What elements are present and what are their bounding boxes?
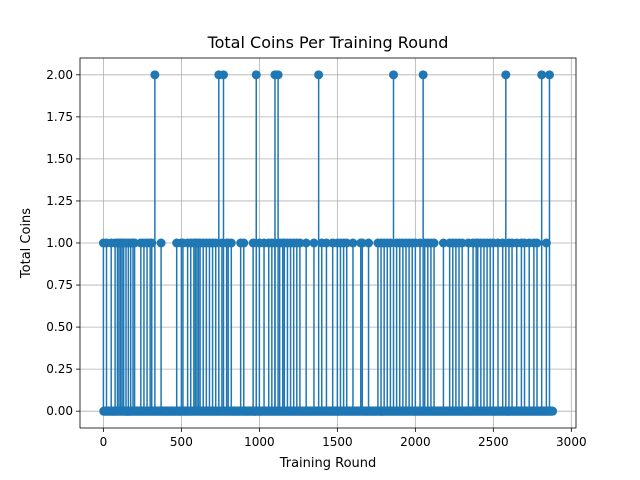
point-value-1	[342, 238, 352, 248]
y-tick-label: 0.25	[46, 362, 73, 376]
point-value-1	[438, 238, 448, 248]
y-tick-label: 0.00	[46, 404, 73, 418]
point-value-2	[273, 70, 283, 80]
y-tick-label: 2.00	[46, 68, 73, 82]
point-value-1	[309, 238, 319, 248]
point-value-1	[211, 238, 221, 248]
tick-layer: 0 500 1000 1500 2000 2500 3000 0.00 0.25 0.50 0.75…	[46, 68, 586, 449]
x-tick-label: 1000	[244, 435, 275, 449]
y-tick-label: 1.50	[46, 152, 73, 166]
point-value-2	[418, 70, 428, 80]
point-value-1	[357, 238, 367, 248]
y-tick-label: 1.25	[46, 194, 73, 208]
point-value-1	[239, 238, 249, 248]
chart-title: Total Coins Per Training Round	[207, 33, 449, 52]
y-tick-label: 1.75	[46, 110, 73, 124]
point-value-2	[314, 70, 324, 80]
point-value-2	[389, 70, 399, 80]
x-tick-label: 0	[100, 435, 108, 449]
stem-layer	[102, 74, 551, 412]
point-value-1	[321, 238, 331, 248]
point-value-2	[544, 70, 554, 80]
y-tick-label: 0.75	[46, 278, 73, 292]
y-axis-label: Total Coins	[19, 208, 34, 279]
point-value-1	[147, 238, 157, 248]
x-tick-label: 3000	[556, 435, 587, 449]
point-value-1	[498, 238, 508, 248]
x-axis-label: Training Round	[279, 456, 377, 471]
point-value-1	[457, 238, 467, 248]
point-value-1	[348, 238, 358, 248]
point-value-2	[218, 70, 228, 80]
point-value-1	[541, 238, 551, 248]
point-value-1	[364, 238, 374, 248]
point-value-1	[532, 238, 542, 248]
point-value-1	[295, 238, 305, 248]
point-value-1	[156, 238, 166, 248]
point-value-2	[501, 70, 511, 80]
point-value-2	[537, 70, 547, 80]
point-value-2	[251, 70, 261, 80]
point-value-1	[385, 238, 395, 248]
point-value-1	[130, 238, 140, 248]
y-tick-label: 1.00	[46, 236, 73, 250]
y-tick-label: 0.50	[46, 320, 73, 334]
point-value-2	[150, 70, 160, 80]
marker-layer	[98, 70, 558, 416]
x-tick-label: 1500	[322, 435, 353, 449]
point-value-1	[226, 238, 236, 248]
x-tick-label: 2000	[400, 435, 431, 449]
point-value-1	[301, 238, 311, 248]
x-tick-label: 500	[170, 435, 193, 449]
point-value-1	[248, 238, 258, 248]
zero-point	[548, 406, 558, 416]
point-value-1	[429, 238, 439, 248]
x-tick-label: 2500	[478, 435, 509, 449]
